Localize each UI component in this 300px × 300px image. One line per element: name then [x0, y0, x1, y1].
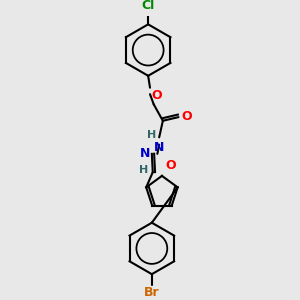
- Text: Cl: Cl: [142, 0, 155, 12]
- Text: O: O: [181, 110, 192, 123]
- Text: O: O: [152, 88, 163, 102]
- Text: O: O: [166, 159, 176, 172]
- Text: Br: Br: [144, 286, 160, 299]
- Text: N: N: [140, 147, 150, 160]
- Text: H: H: [147, 130, 157, 140]
- Text: H: H: [139, 165, 148, 176]
- Text: N: N: [154, 141, 164, 154]
